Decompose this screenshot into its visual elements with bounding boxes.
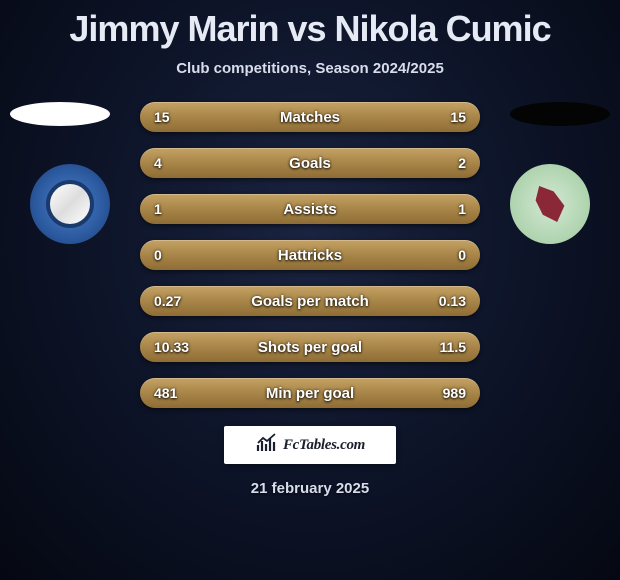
- stat-row: 4 Goals 2: [140, 148, 480, 178]
- stat-value-right: 0.13: [439, 293, 466, 309]
- stat-value-right: 1: [458, 201, 466, 217]
- stat-value-left: 15: [154, 109, 170, 125]
- stat-value-right: 11.5: [440, 339, 466, 355]
- club-logo-left: [30, 164, 110, 244]
- stat-label: Hattricks: [140, 247, 480, 264]
- date-label: 21 february 2025: [0, 480, 620, 497]
- subtitle: Club competitions, Season 2024/2025: [0, 60, 620, 77]
- branding-badge: FcTables.com: [224, 426, 396, 464]
- player-marker-left: [10, 102, 110, 126]
- stat-row: 1 Assists 1: [140, 194, 480, 224]
- club-logo-right: [510, 164, 590, 244]
- stat-label: Shots per goal: [140, 339, 480, 356]
- stat-value-left: 10.33: [154, 339, 189, 355]
- branding-text: FcTables.com: [283, 437, 365, 454]
- stat-label: Goals: [140, 155, 480, 172]
- stat-label: Min per goal: [140, 385, 480, 402]
- stat-value-left: 0: [154, 247, 162, 263]
- stat-value-left: 0.27: [154, 293, 181, 309]
- stat-row: 15 Matches 15: [140, 102, 480, 132]
- page-title: Jimmy Marin vs Nikola Cumic: [0, 0, 620, 50]
- comparison-panel: 15 Matches 15 4 Goals 2 1 Assists 1 0 Ha…: [0, 102, 620, 497]
- stats-list: 15 Matches 15 4 Goals 2 1 Assists 1 0 Ha…: [140, 102, 480, 408]
- stat-row: 0.27 Goals per match 0.13: [140, 286, 480, 316]
- stat-value-left: 1: [154, 201, 162, 217]
- stat-row: 10.33 Shots per goal 11.5: [140, 332, 480, 362]
- stat-value-right: 2: [458, 155, 466, 171]
- stat-value-right: 15: [450, 109, 466, 125]
- player-marker-right: [510, 102, 610, 126]
- stat-label: Goals per match: [140, 293, 480, 310]
- stat-label: Assists: [140, 201, 480, 218]
- chart-icon: [255, 431, 279, 460]
- stat-label: Matches: [140, 109, 480, 126]
- stat-value-left: 4: [154, 155, 162, 171]
- stat-value-left: 481: [154, 385, 177, 401]
- stat-row: 0 Hattricks 0: [140, 240, 480, 270]
- stat-row: 481 Min per goal 989: [140, 378, 480, 408]
- stat-value-right: 989: [443, 385, 466, 401]
- stat-value-right: 0: [458, 247, 466, 263]
